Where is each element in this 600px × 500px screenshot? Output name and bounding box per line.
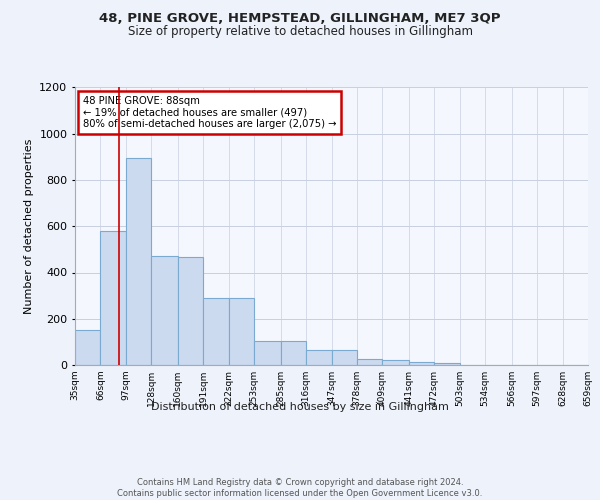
Text: Distribution of detached houses by size in Gillingham: Distribution of detached houses by size … — [151, 402, 449, 412]
Text: Contains HM Land Registry data © Crown copyright and database right 2024.
Contai: Contains HM Land Registry data © Crown c… — [118, 478, 482, 498]
Bar — [254, 340, 281, 365]
Bar — [409, 362, 434, 365]
Text: 48, PINE GROVE, HEMPSTEAD, GILLINGHAM, ME7 3QP: 48, PINE GROVE, HEMPSTEAD, GILLINGHAM, M… — [99, 12, 501, 26]
Bar — [434, 362, 460, 365]
Y-axis label: Number of detached properties: Number of detached properties — [23, 138, 34, 314]
Bar — [281, 340, 306, 365]
Bar — [126, 158, 151, 365]
Text: Size of property relative to detached houses in Gillingham: Size of property relative to detached ho… — [128, 25, 473, 38]
Bar — [203, 298, 229, 365]
Text: 48 PINE GROVE: 88sqm
← 19% of detached houses are smaller (497)
80% of semi-deta: 48 PINE GROVE: 88sqm ← 19% of detached h… — [83, 96, 336, 129]
Bar — [100, 231, 126, 365]
Bar — [75, 330, 100, 365]
Bar — [357, 358, 382, 365]
Bar — [382, 360, 409, 365]
Bar — [229, 298, 254, 365]
Bar — [151, 256, 178, 365]
Bar — [306, 350, 331, 365]
Bar — [178, 258, 203, 365]
Bar — [331, 350, 357, 365]
